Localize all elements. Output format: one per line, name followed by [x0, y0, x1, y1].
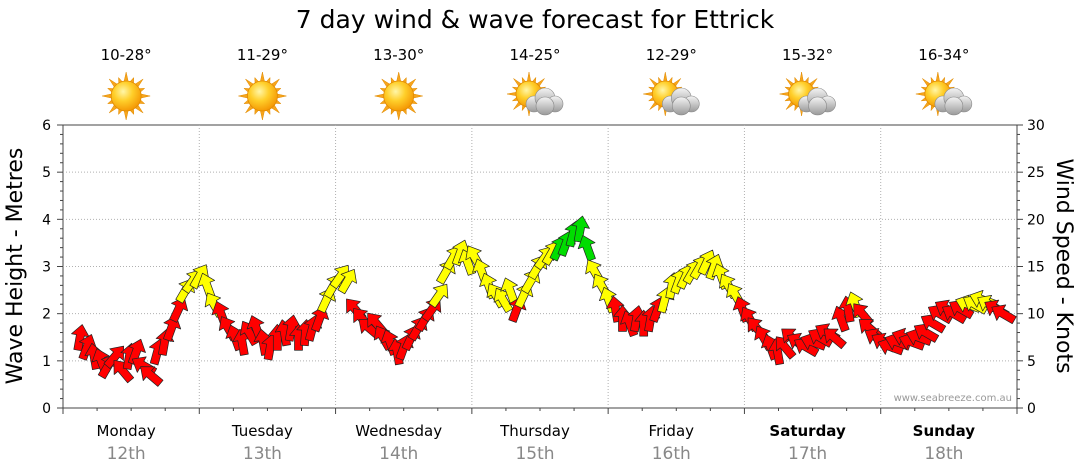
- cloud: [525, 87, 564, 116]
- wind-arrow: [103, 345, 125, 369]
- y-tick-label: 6: [42, 118, 51, 134]
- y-axis-left: 0 1 2 3 4 5 6: [42, 118, 63, 417]
- y2-tick-label: 0: [1027, 401, 1036, 417]
- sun-disc: [247, 80, 278, 112]
- wind-arrow: [127, 338, 146, 366]
- y-axis-right: 0 5 10 15 20 25 30: [1017, 118, 1045, 417]
- y-tick-label: 2: [42, 307, 51, 323]
- wind-arrow-shape: [428, 283, 449, 309]
- sunny-icon: [374, 71, 423, 121]
- sun-disc: [110, 80, 142, 112]
- wind-arrow-shape: [577, 235, 596, 262]
- day-date-label: 17th: [788, 444, 827, 464]
- day-name-label: Tuesday: [231, 422, 293, 440]
- day-temperature: 10-28°: [101, 46, 152, 64]
- day-date-label: 14th: [379, 444, 418, 464]
- partly-cloudy-icon: [779, 71, 836, 117]
- y2-tick-label: 25: [1027, 165, 1045, 181]
- day-name-label: Monday: [97, 422, 156, 440]
- wind-arrow-series: [71, 215, 1017, 387]
- partly-cloudy-icon: [643, 71, 700, 117]
- day-date-label: 12th: [107, 444, 146, 464]
- day-temperature: 15-32°: [782, 46, 833, 64]
- y2-tick-label: 10: [1027, 307, 1045, 323]
- day-name-label: Saturday: [769, 422, 846, 440]
- cloud: [661, 87, 700, 116]
- y-tick-label: 1: [42, 354, 51, 370]
- cloud: [798, 87, 836, 116]
- watermark: www.seabreeze.com.au: [894, 393, 1012, 404]
- day-date-label: 15th: [515, 444, 554, 464]
- day-temperature: 12-29°: [646, 46, 697, 64]
- day-name-label: Friday: [649, 422, 695, 440]
- sun-disc: [383, 80, 415, 112]
- y2-tick-label: 15: [1027, 260, 1045, 276]
- wind-arrow-shape: [127, 338, 146, 366]
- wind-arrow: [140, 366, 164, 387]
- y2-tick-label: 30: [1027, 118, 1045, 134]
- day-temperature: 11-29°: [237, 46, 288, 64]
- y-tick-label: 4: [42, 212, 51, 228]
- partly-cloudy-icon: [506, 71, 564, 117]
- wind-arrow: [428, 283, 449, 309]
- wind-arrow-shape: [571, 215, 590, 243]
- x-axis-days: Monday 12th Tuesday 13th Wednesday 14th Thursd…: [62, 408, 1018, 464]
- day-temperature: 13-30°: [373, 46, 424, 64]
- wind-arrow: [991, 304, 1017, 325]
- y-axis-right-label: Wind Speed - Knots: [1051, 158, 1076, 373]
- chart-title: 7 day wind & wave forecast for Ettrick: [296, 5, 775, 34]
- wind-arrow-shape: [337, 268, 357, 295]
- cloud-puff: [671, 96, 691, 116]
- y-axis-left-label: Wave Height - Metres: [3, 148, 28, 385]
- wind-arrow-shape: [103, 345, 125, 369]
- wind-arrow-shape: [140, 366, 164, 387]
- y-tick-label: 3: [42, 260, 51, 276]
- sunny-icon: [102, 71, 151, 121]
- y2-tick-label: 20: [1027, 212, 1045, 228]
- wind-arrow-shape: [823, 328, 847, 350]
- day-name-label: Wednesday: [355, 422, 442, 440]
- sunny-icon: [238, 71, 287, 121]
- day-header-row: 10-28° 11-29° 13-30° 14-25° 12-29° 15-32° 16-3…: [101, 46, 973, 121]
- plot-area: 0 1 2 3 4 5 6 0 5 10 15 20 25 30: [42, 118, 1045, 417]
- day-date-label: 18th: [924, 444, 963, 464]
- wind-arrow: [823, 328, 847, 350]
- partly-cloudy-icon: [915, 71, 973, 117]
- day-temperature: 14-25°: [509, 46, 560, 64]
- cloud: [934, 87, 973, 116]
- wind-arrow-shape: [169, 296, 189, 323]
- y-tick-label: 5: [42, 165, 51, 181]
- y2-tick-label: 5: [1027, 354, 1036, 370]
- wind-arrow: [577, 235, 596, 262]
- cloud-puff: [535, 96, 555, 116]
- day-date-label: 16th: [652, 444, 691, 464]
- day-temperature: 16-34°: [918, 46, 969, 64]
- wind-arrow: [337, 268, 357, 295]
- day-date-label: 13th: [243, 444, 282, 464]
- y-tick-label: 0: [42, 401, 51, 417]
- wind-arrow: [169, 296, 189, 323]
- day-name-label: Sunday: [913, 422, 976, 440]
- grid-lines: [63, 125, 1017, 408]
- wind-arrow-shape: [991, 304, 1017, 325]
- wind-arrow: [571, 215, 590, 243]
- day-name-label: Thursday: [499, 422, 570, 440]
- cloud-puff: [944, 96, 964, 116]
- cloud-puff: [808, 96, 827, 116]
